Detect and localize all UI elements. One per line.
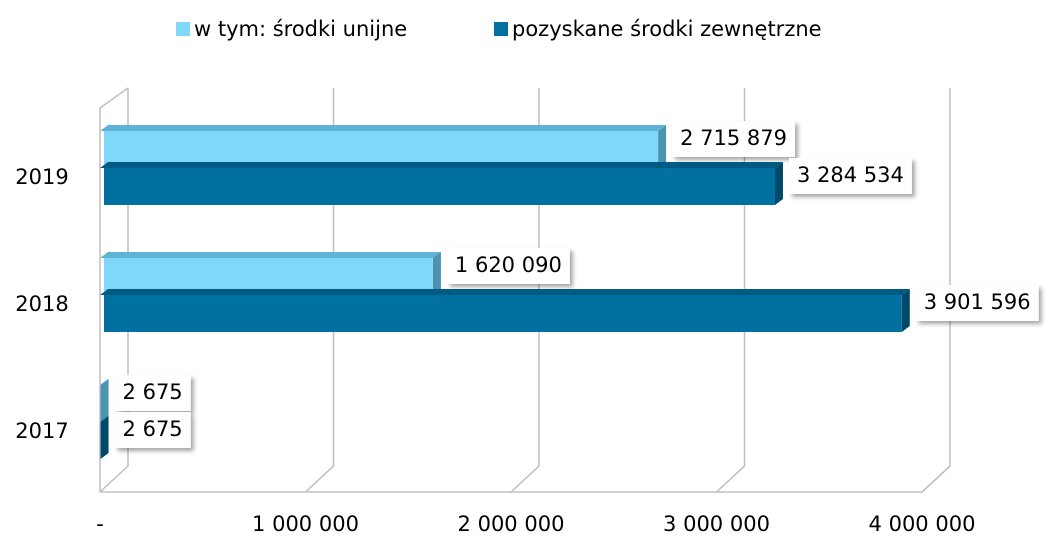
bar-side [432,252,441,295]
bar-top [100,162,783,168]
bar-top [100,125,667,131]
bar-top [100,416,109,422]
grid-line [921,88,951,493]
data-label-box [672,121,796,157]
bar-side [100,379,109,422]
legend-swatch [176,22,190,36]
x-tick-label: 1 000 000 [252,512,359,536]
bar-side [774,162,783,205]
x-tick-label: 2 000 000 [458,512,565,536]
bar-top [100,289,910,295]
data-label: 2 675 [114,412,191,448]
axis-wall [99,87,129,492]
data-label-box [114,375,191,411]
data-label: 3 284 534 [788,158,912,194]
data-label: 3 901 596 [915,285,1039,321]
data-label-box [114,412,191,448]
bar [104,295,902,332]
grid-line [715,88,746,493]
bar [104,258,433,295]
y-tick-label: 2019 [15,165,68,189]
bar-side [901,289,910,332]
legend-label: w tym: środki unijne [194,17,407,41]
bar-side [100,416,109,459]
data-label-text: 2 675 [123,380,183,404]
legend-label: pozyskane środki zewnętrzne [512,17,822,41]
x-tick-label: 4 000 000 [869,512,976,536]
legend-swatch [494,22,508,36]
data-label-box [788,158,912,194]
y-tick-label: 2018 [15,292,68,316]
data-label: 2 715 879 [672,121,796,157]
data-label-text: 3 901 596 [924,290,1031,314]
bar-top [100,252,441,258]
data-label-box [915,285,1039,321]
grid-line [510,88,540,493]
x-tick-label: - [96,512,104,536]
bar [104,168,775,205]
data-label-box [446,248,570,284]
bar-top [100,379,109,385]
bar-side [658,125,667,168]
y-tick-label: 2017 [15,419,68,443]
data-label-text: 1 620 090 [455,253,562,277]
x-tick-label: 3 000 000 [663,512,770,536]
grid-line [99,88,129,493]
bar [104,131,659,168]
data-label-text: 2 715 879 [680,126,787,150]
data-label-text: 2 675 [123,417,183,441]
grid-line [304,88,335,493]
data-label-text: 3 284 534 [797,163,904,187]
data-label: 2 675 [114,375,191,411]
data-label: 1 620 090 [446,248,570,284]
